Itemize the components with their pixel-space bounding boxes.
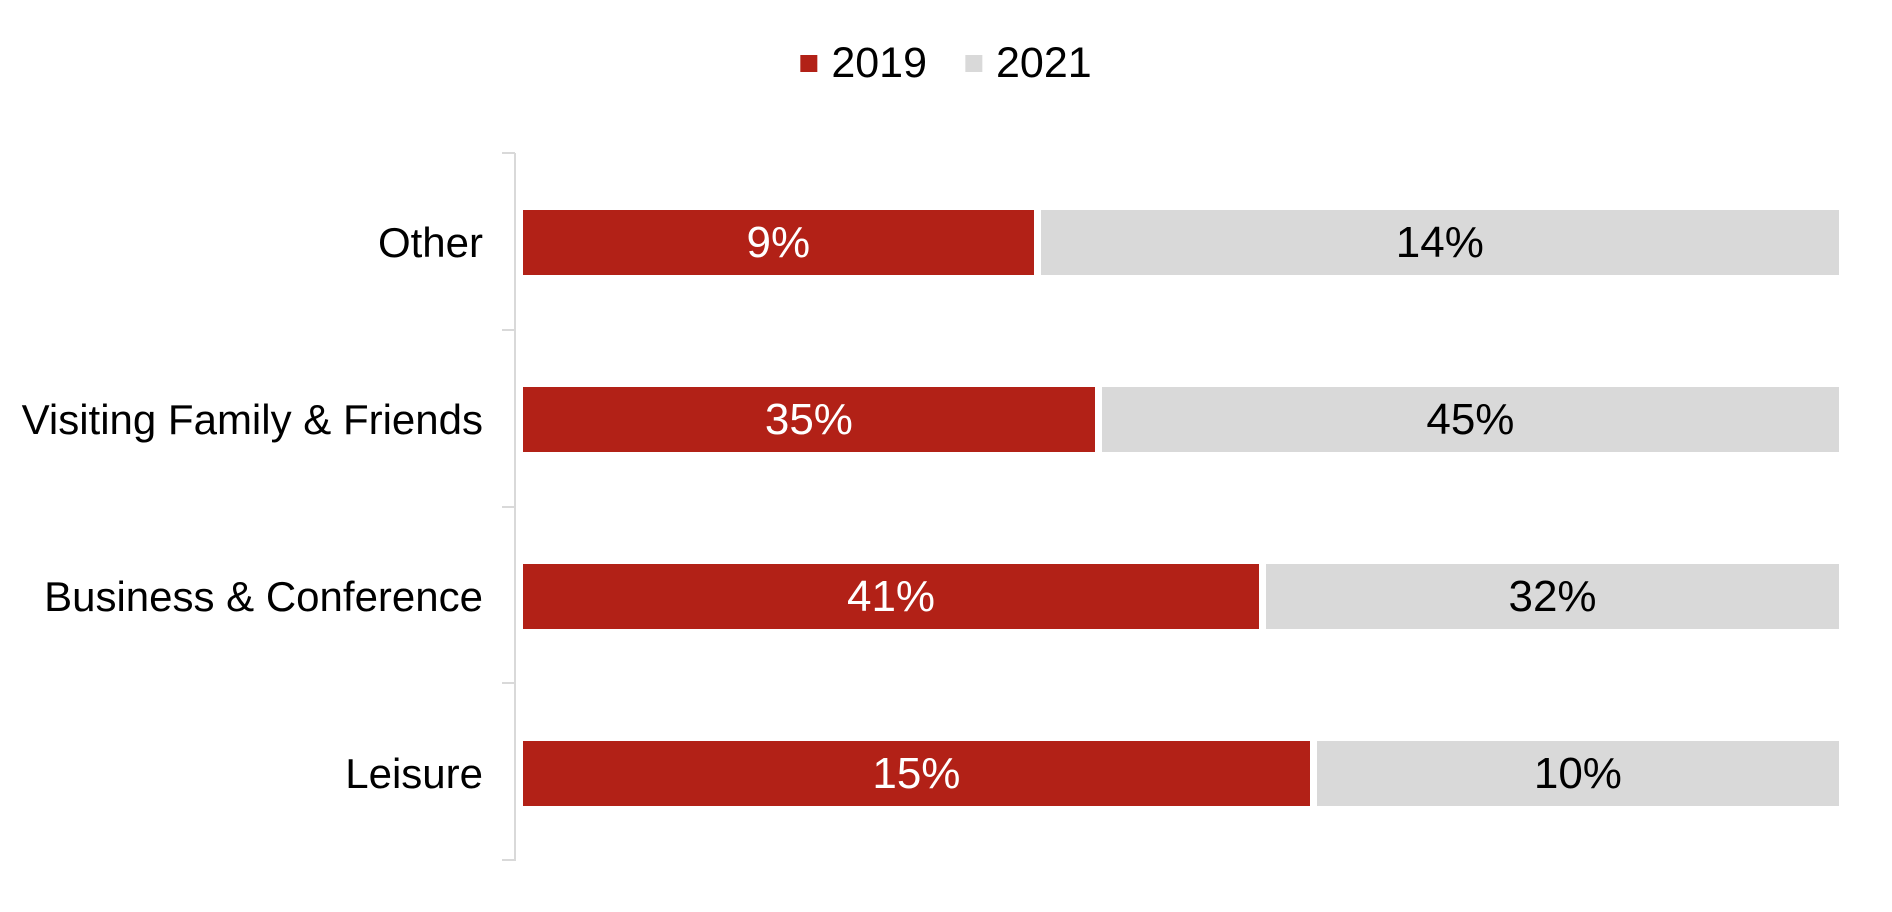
y-axis-tick <box>502 682 515 685</box>
chart-legend: 2019 2021 <box>800 42 1092 85</box>
data-label-2019: 41% <box>846 571 936 621</box>
axis-gap <box>483 210 523 275</box>
bar-segment-2019: 35% <box>523 387 1102 452</box>
bar-segment-2019: 15% <box>523 741 1317 806</box>
bar-segment-2021: 10% <box>1316 741 1846 806</box>
category-label: Business & Conference <box>44 572 483 620</box>
legend-swatch-2021-icon <box>965 55 982 72</box>
chart-row: Business & Conference 41% 32% <box>0 564 1846 629</box>
chart-row: Leisure 15% 10% <box>0 741 1846 806</box>
data-label-2019: 15% <box>872 748 961 798</box>
legend-swatch-2019-icon <box>800 55 818 72</box>
y-axis-tick <box>502 328 515 331</box>
y-axis-tick <box>502 505 515 508</box>
y-axis-tick <box>502 859 515 861</box>
bar-segment-2021: 14% <box>1040 210 1846 275</box>
bar-segment-2019: 9% <box>523 210 1041 275</box>
category-label: Leisure <box>345 749 483 797</box>
data-label-2019: 35% <box>764 394 853 444</box>
data-label-2021: 32% <box>1508 571 1597 621</box>
bar-track: 35% 45% <box>523 387 1846 452</box>
axis-gap <box>483 387 523 452</box>
chart-row: Other 9% 14% <box>0 210 1846 275</box>
legend-item-2019: 2019 <box>800 42 927 85</box>
y-axis-tick <box>502 152 515 154</box>
axis-gap <box>483 564 523 629</box>
data-label-2021: 14% <box>1395 217 1484 267</box>
data-label-2021: 10% <box>1533 748 1622 798</box>
bar-track: 41% 32% <box>523 564 1846 629</box>
bar-track: 9% 14% <box>523 210 1846 275</box>
legend-item-2021: 2021 <box>965 42 1092 85</box>
bar-track: 15% 10% <box>523 741 1846 806</box>
legend-label: 2019 <box>831 39 927 87</box>
legend-label: 2021 <box>996 39 1092 87</box>
category-label: Visiting Family & Friends <box>21 395 483 443</box>
data-label-2019: 9% <box>746 217 811 267</box>
chart-row: Visiting Family & Friends 35% 45% <box>0 387 1846 452</box>
bar-segment-2021: 32% <box>1266 564 1846 629</box>
bar-segment-2019: 41% <box>523 564 1267 629</box>
y-axis-line <box>514 153 516 861</box>
category-label: Other <box>377 218 483 266</box>
data-label-2021: 45% <box>1426 394 1515 444</box>
bar-segment-2021: 45% <box>1101 387 1846 452</box>
axis-gap <box>483 741 523 806</box>
